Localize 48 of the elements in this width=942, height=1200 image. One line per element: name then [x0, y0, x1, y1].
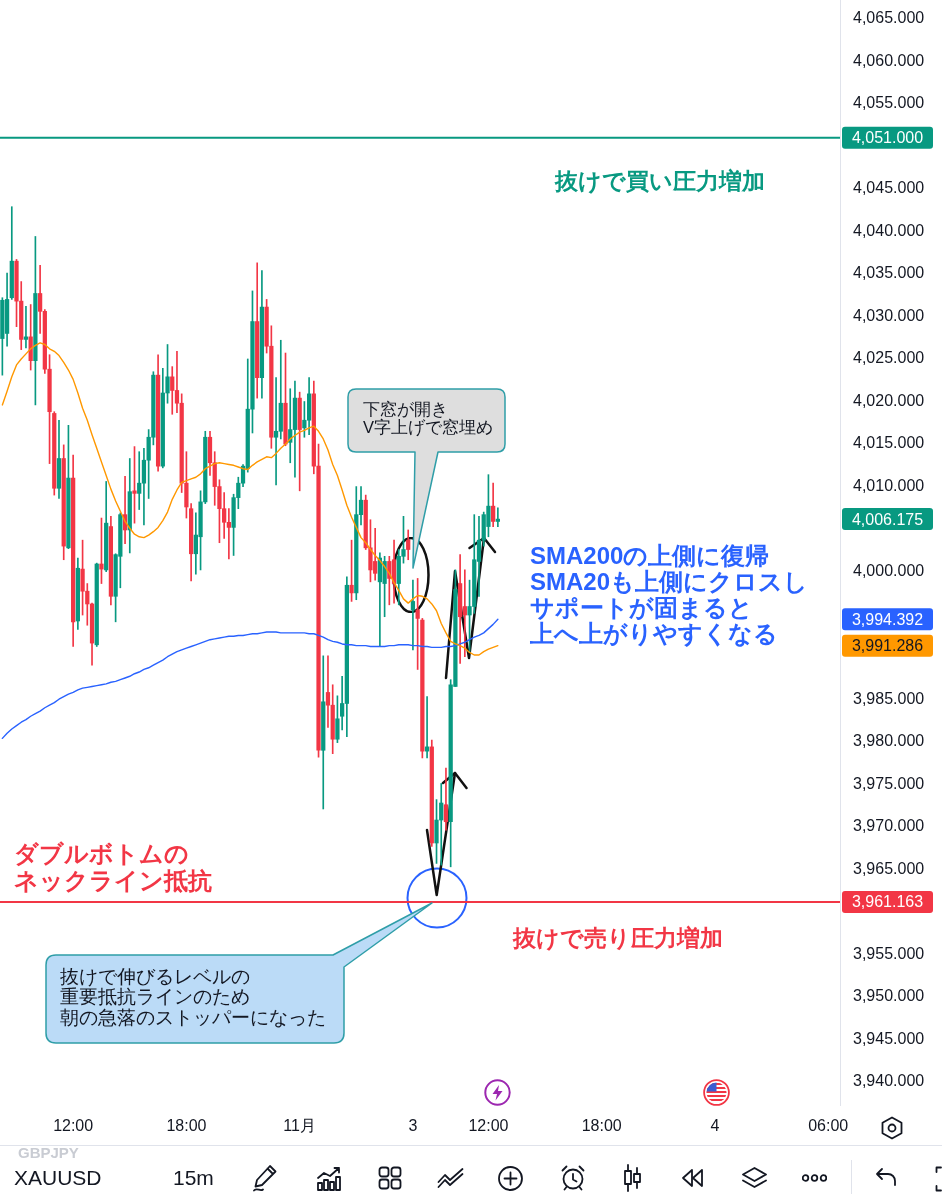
text: XAUUSD: [14, 1165, 102, 1191]
y-tick-label: 4,040.000: [853, 221, 925, 239]
y-tick-label: 4,000.000: [853, 562, 925, 580]
candlestick: [137, 451, 142, 510]
text: 3,994.392: [851, 610, 924, 628]
x-tick-label: 3: [408, 1117, 418, 1135]
annotation: 下窓が開きV字上げで窓埋め: [363, 400, 494, 436]
y-tick-label: 4,065.000: [853, 9, 925, 27]
y-tick-label: 4,020.000: [853, 391, 925, 409]
y-tick-label: 3,955.000: [853, 944, 925, 962]
x-tick-label: 12:00: [53, 1117, 94, 1135]
y-tick-label: 4,010.000: [853, 476, 925, 494]
candlestick: [462, 569, 467, 658]
y-tick-label: 4,060.000: [853, 51, 925, 69]
x-tick-label: 18:00: [166, 1117, 207, 1135]
y-tick-label: 3,965.000: [853, 859, 925, 877]
y-tick-label: 3,985.000: [853, 689, 925, 707]
y-tick-label: 3,970.000: [853, 817, 925, 835]
candlestick: [410, 579, 416, 651]
text: 3,991.286: [851, 637, 924, 655]
ref-line-label: 4,051.000: [851, 129, 924, 147]
annotation: SMA200の上側に復帰SMA20も上側にクロスしサポートが固まると上へ上がりやすくなる: [530, 542, 809, 647]
x-tick-label: 11月: [283, 1117, 316, 1135]
y-tick-label: 4,055.000: [853, 94, 925, 112]
ref-line-label: 3,961.163: [851, 893, 924, 911]
x-tick-label: 06:00: [808, 1117, 849, 1135]
x-tick-label: 12:00: [468, 1117, 509, 1135]
annotation: 抜けで売り圧力増加: [513, 924, 723, 952]
y-tick-label: 3,980.000: [853, 732, 925, 750]
text: 15m: [173, 1165, 214, 1191]
x-tick-label: 18:00: [581, 1117, 622, 1135]
annotation: ダブルボトムのネックライン抵抗: [14, 840, 212, 894]
candlestick: [273, 377, 279, 486]
y-tick-label: 3,945.000: [853, 1029, 925, 1047]
y-tick-label: 4,015.000: [853, 434, 925, 452]
y-tick-label: 3,975.000: [853, 774, 925, 792]
y-tick-label: 3,950.000: [853, 987, 925, 1005]
y-tick-label: 4,035.000: [853, 264, 925, 282]
candlestick: [495, 507, 500, 527]
y-tick-label: 4,045.000: [853, 179, 925, 197]
annotation: 抜けで伸びるレベルの重要抵抗ラインのため朝の急落のストッパーになった: [60, 966, 326, 1028]
x-tick-label: 4: [710, 1117, 720, 1135]
y-tick-label: 4,030.000: [853, 306, 925, 324]
text: 4,006.175: [851, 510, 924, 528]
y-tick-label: 4,025.000: [853, 349, 925, 367]
candlestick: [226, 508, 232, 560]
y-tick-label: 3,940.000: [853, 1072, 925, 1090]
annotation: 抜けで買い圧力増加: [555, 167, 765, 195]
